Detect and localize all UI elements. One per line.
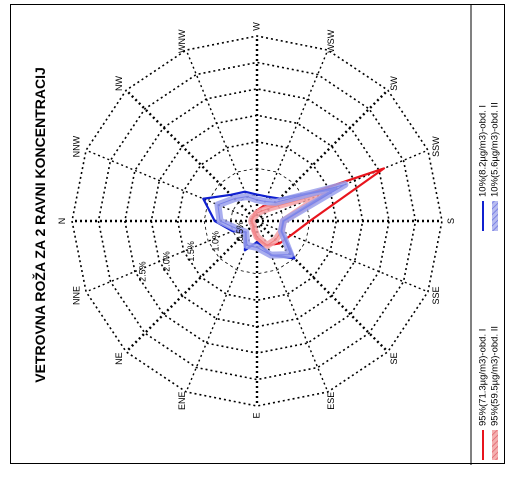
direction-labels: N NNE NE ENE E ESE SE SSE S SSW SW WSW W WNW NW NNW [57,22,456,419]
wind-rose-chart: N NNE NE ENE E ESE SE SSE S SSW SW WSW W WNW NW NNW 0.5… [31,5,501,465]
grid-spoke [256,149,429,222]
direction-label-nnw: NNW [72,135,82,157]
direction-label-ese: ESE [326,392,336,410]
legend-swatch-1 [492,430,498,460]
direction-label-wnw: WNW [177,29,187,53]
direction-label-ene: ENE [177,391,187,410]
grid-spoke [85,220,258,293]
radial-tick-label: 0.5% [235,221,245,242]
direction-label-s: S [446,218,456,224]
polar-grid [71,35,443,407]
legend-label-0: 95%(71.3µg/m3)-obd. I [478,329,489,426]
radial-tick-label: 1.5% [186,241,196,262]
direction-label-n: N [57,218,67,225]
direction-label-ssw: SSW [431,136,441,157]
chart-title: VETROVNA ROŽA ZA 2 RAVNI KONCENTRACIJ [31,67,48,383]
direction-label-sse: SSE [431,286,441,304]
direction-label-nw: NW [114,75,124,90]
radial-tick-label: 2.5% [137,261,147,282]
legend-swatch-3 [492,201,498,231]
direction-label-w: W [251,22,261,31]
direction-label-wsw: WSW [326,29,336,52]
direction-label-sw: SW [389,76,399,91]
grid-spoke [256,220,329,393]
grid-spoke [256,49,329,222]
radial-tick-labels: 0.5% 1.0% 1.5% 2.0% 2.5% [137,221,245,282]
rose-plot: N NNE NE ENE E ESE SE SSE S SSW SW WSW W WNW NW NNW 0.5… [57,22,456,419]
direction-label-ne: NE [114,352,124,365]
radial-tick-label: 2.0% [162,251,172,272]
chart-frame: N NNE NE ENE E ESE SE SSE S SSW SW WSW W WNW NW NNW 0.5… [10,4,505,465]
legend-label-2: 10%(8.2µg/m3)-obd. I [478,105,489,197]
legend: 95%(71.3µg/m3)-obd. I 95%(59.5µg/m3)-obd.… [478,102,501,460]
series-layer [202,167,386,260]
legend-label-3: 10%(5.6µg/m3)-obd. II [490,102,501,197]
grid-spoke [125,220,258,353]
direction-label-se: SE [389,353,399,365]
series-band-edge-3 [217,184,346,256]
radial-tick-label: 1.0% [211,231,221,252]
grid-spoke [85,149,258,222]
direction-label-nne: NNE [72,286,82,305]
legend-label-1: 95%(59.5µg/m3)-obd. II [490,326,501,426]
direction-label-e: E [251,413,261,419]
